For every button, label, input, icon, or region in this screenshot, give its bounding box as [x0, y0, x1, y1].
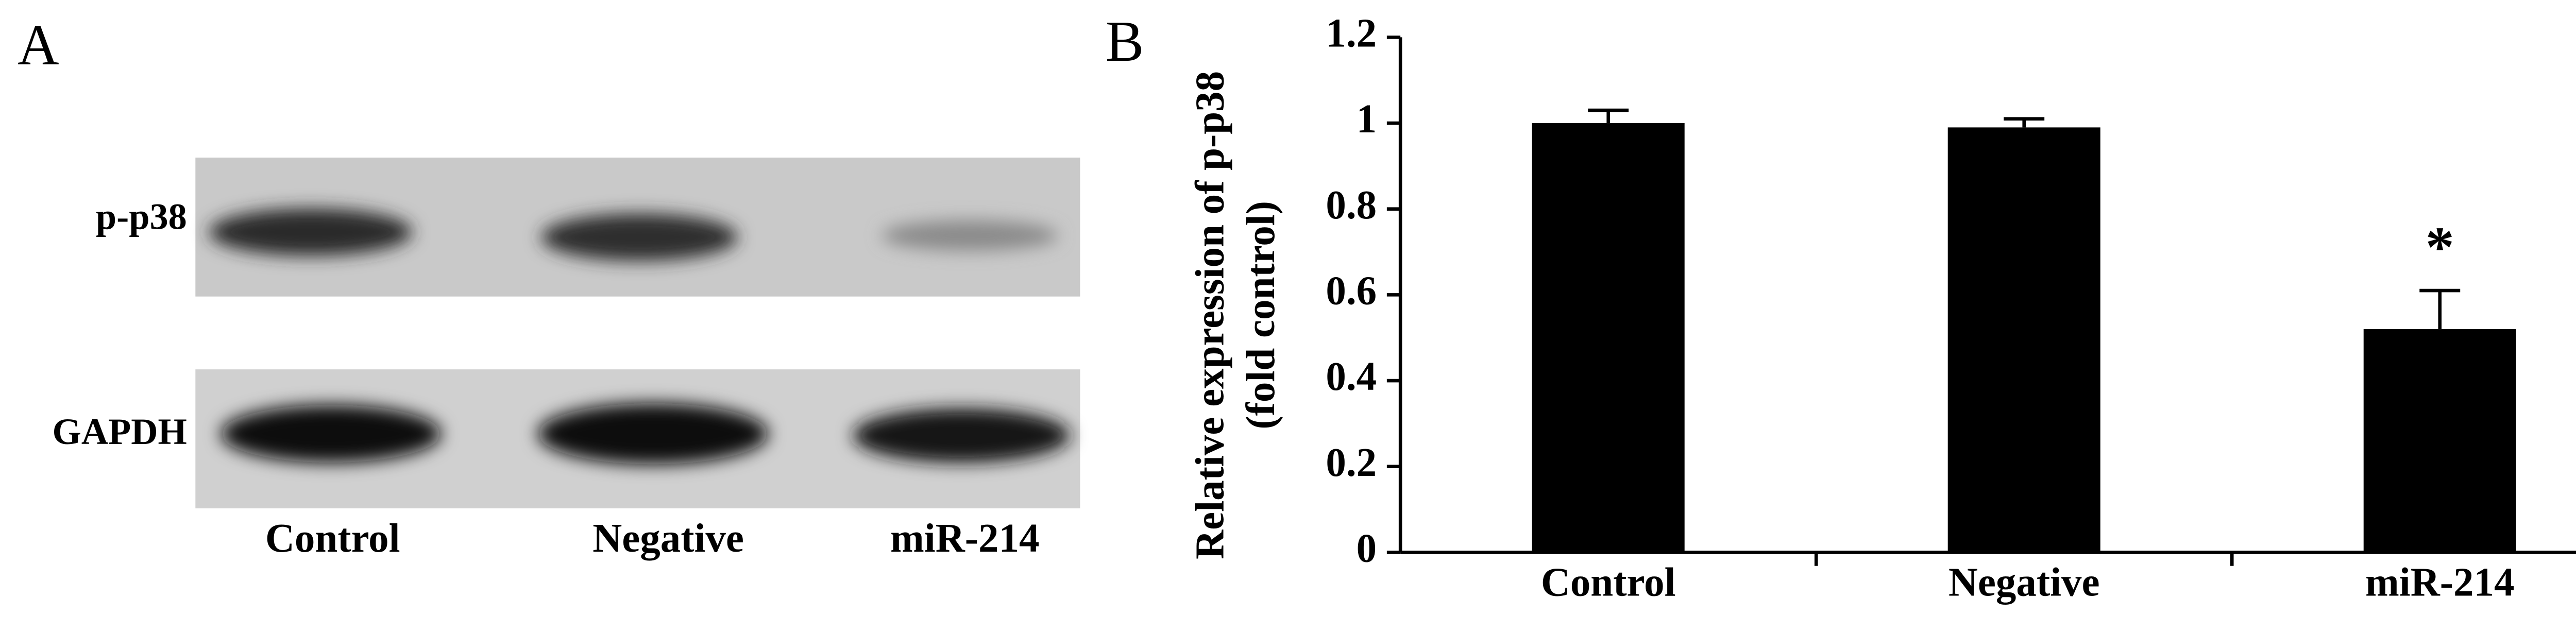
bar [1532, 123, 1685, 553]
y-tick-label: 1.2 [1326, 11, 1377, 56]
blot-bands [209, 208, 1070, 465]
panel-label: A [18, 13, 59, 77]
y-axis-label: Relative expression of p-p38 [1188, 71, 1232, 559]
y-tick-label: 0.4 [1326, 354, 1377, 399]
lane-label: Negative [592, 516, 744, 561]
error-bar [1588, 108, 1629, 124]
panel-label: B [1106, 10, 1144, 74]
lane-label: miR-214 [890, 516, 1039, 561]
lane-label: Control [265, 516, 400, 561]
y-tick-label: 0 [1357, 526, 1377, 571]
y-tick-label: 0.6 [1326, 268, 1377, 313]
y-tick-label: 0.2 [1326, 440, 1377, 485]
row-label: GAPDH [53, 411, 187, 452]
row-label: p-p38 [96, 196, 187, 237]
x-tick-label: miR-214 [2365, 560, 2514, 605]
x-tick-label: Control [1541, 560, 1676, 605]
error-bar [2419, 288, 2461, 330]
error-bar [2004, 117, 2045, 128]
y-tick-label: 0.8 [1326, 183, 1377, 228]
significance-marker: * [2426, 215, 2454, 279]
y-tick-label: 1 [1357, 97, 1377, 142]
bar [2363, 329, 2516, 553]
x-tick-label: Negative [1948, 560, 2100, 605]
y-axis-label: (fold control) [1239, 201, 1283, 430]
bar [1947, 127, 2100, 553]
